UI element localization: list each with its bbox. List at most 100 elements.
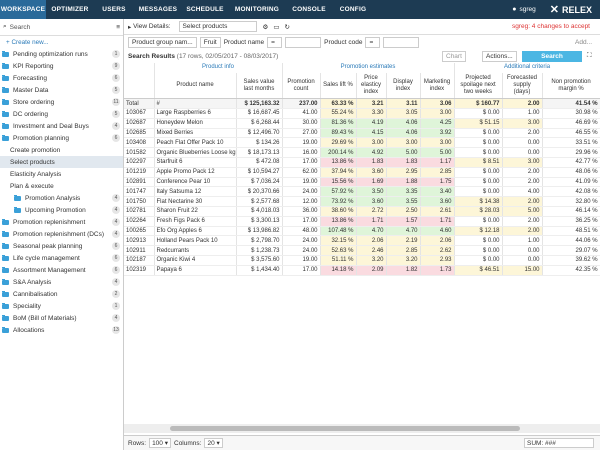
rows-select[interactable]: 100 ▾ xyxy=(149,438,171,448)
column-header[interactable]: Projected spoilage next two weeks xyxy=(454,72,503,100)
sidebar-search[interactable]: ⌕ Search ≡ xyxy=(0,19,123,36)
create-new-link[interactable]: + Create new... xyxy=(6,38,49,46)
sidebar-item[interactable]: Allocations 13 xyxy=(0,324,123,336)
search-button[interactable]: Search xyxy=(522,50,582,62)
user-name[interactable]: sgreg xyxy=(519,6,536,13)
sidebar-item[interactable]: Store ordering 11 xyxy=(0,96,123,108)
table-row[interactable]: 103067 Large Raspberries 6 $ 16,687.45 41.0… xyxy=(124,108,600,119)
sidebar-item[interactable]: BoM (Bill of Materials) 4 xyxy=(0,312,123,324)
column-header[interactable]: Sales value last months xyxy=(236,72,283,100)
add-filter-link[interactable]: Add... xyxy=(575,38,592,46)
actions-button[interactable]: Actions... xyxy=(482,50,517,62)
view-select[interactable]: Select products xyxy=(178,21,257,32)
table-row[interactable]: 101582 Organic Blueberries Loose kg $ 18,1… xyxy=(124,147,600,159)
sidebar-item[interactable]: Upcoming Promotion 4 xyxy=(0,204,123,216)
sidebar-item-label: Assortment Management xyxy=(13,266,86,274)
nav-tab-messages[interactable]: MESSAGES xyxy=(138,6,178,13)
changes-link[interactable]: sgreg: 4 changes to accept xyxy=(511,23,590,30)
table-cell: $ 51.15 xyxy=(454,118,503,129)
sum-select[interactable]: SUM: ### xyxy=(524,438,594,448)
table-row[interactable]: 103408 Peach Flat Offer Pack 10 $ 134.26 19… xyxy=(124,137,600,149)
horizontal-scrollbar[interactable] xyxy=(124,424,600,433)
sidebar-item[interactable]: Pending optimization runs 1 xyxy=(0,48,123,60)
table-row[interactable]: 102297 Starfruit 6 $ 472.08 17.00 13.86 % 1.8… xyxy=(124,157,600,168)
table-row[interactable]: 102687 Honeydew Melon $ 6,268.44 30.00 81.36… xyxy=(124,118,600,129)
table-row[interactable]: 102319 Papaya 6 $ 1,434.40 17.00 14.18 % 2.09… xyxy=(124,265,600,276)
column-header[interactable]: Marketing index xyxy=(420,72,455,100)
scrollbar-thumb[interactable] xyxy=(170,426,520,431)
sidebar-item[interactable]: KPI Reporting 9 xyxy=(0,60,123,72)
column-header[interactable]: Sales lift % xyxy=(320,72,357,100)
filter-product-group-value[interactable]: Fruit xyxy=(199,36,221,48)
table-cell: 37.94 % xyxy=(320,167,357,178)
grid-footer: Rows: 100 ▾ Columns: 20 ▾ SUM: ### xyxy=(124,435,600,450)
table-row[interactable]: 101747 Italy Satsuma 12 $ 20,370.66 24.00 57… xyxy=(124,186,600,198)
nav-tab-optimizer[interactable]: OPTIMIZER xyxy=(51,6,89,13)
count-badge: 5 xyxy=(112,110,120,118)
nav-tab-users[interactable]: USERS xyxy=(102,6,126,13)
filter-op-select[interactable]: = xyxy=(365,36,381,48)
table-cell: 29.96 % xyxy=(542,147,600,159)
column-header[interactable]: Display index xyxy=(386,72,421,100)
table-cell: 1.17 xyxy=(420,157,455,168)
columns-select[interactable]: 20 ▾ xyxy=(204,438,223,448)
sidebar-item[interactable]: Master Data 5 xyxy=(0,84,123,96)
search-input[interactable]: Search xyxy=(9,23,31,31)
table-row[interactable]: 100265 Efo Org Apples 6 $ 13,986.82 48.00 10… xyxy=(124,226,600,237)
filter-icon[interactable]: ≡ xyxy=(116,23,120,31)
nav-tab-console[interactable]: CONSOLE xyxy=(292,6,326,13)
column-header[interactable]: Forecasted supply (days) xyxy=(502,72,543,100)
filter-product-name-input[interactable] xyxy=(285,36,322,48)
sidebar-item[interactable]: DC ordering 5 xyxy=(0,108,123,120)
column-header[interactable]: Non promotion margin % xyxy=(542,72,600,100)
table-row[interactable]: 102781 Sharon Fruit 22 $ 4,018.03 36.00 38.6… xyxy=(124,206,600,217)
sidebar-item[interactable]: Life cycle management 6 xyxy=(0,252,123,264)
sidebar-item[interactable]: Promotion replenishment (DCs) 4 xyxy=(0,228,123,240)
sidebar-item[interactable]: Assortment Management 6 xyxy=(0,264,123,276)
nav-tab-schedule[interactable]: SCHEDULE xyxy=(186,6,224,13)
table-row[interactable]: 102264 Fresh Figs Pack 6 $ 3,300.13 17.00 13… xyxy=(124,216,600,227)
sidebar-item[interactable]: Plan & execute xyxy=(0,180,123,192)
nav-tab-config[interactable]: CONFIG xyxy=(339,6,367,13)
count-badge: 4 xyxy=(112,230,120,238)
filter-op-select[interactable]: = xyxy=(267,36,283,48)
sidebar-item[interactable]: S&A Analysis 4 xyxy=(0,276,123,288)
comment-icon[interactable]: ▭ xyxy=(273,23,280,31)
folder-icon xyxy=(2,218,9,225)
table-row[interactable]: 101750 Flat Nectarine 30 $ 2,577.68 12.00 73… xyxy=(124,196,600,208)
table-row[interactable]: 102891 Conference Pear 10 $ 7,036.24 19.00 1… xyxy=(124,177,600,188)
expand-icon[interactable]: ▸ xyxy=(128,23,132,31)
table-cell: Redcurrants xyxy=(154,245,237,257)
gear-icon[interactable]: ⚙ xyxy=(262,23,269,31)
total-cell: 3.11 xyxy=(386,98,421,110)
sidebar-item[interactable]: Promotion Analysis 4 xyxy=(0,192,123,204)
sidebar-item[interactable]: Seasonal peak planning 6 xyxy=(0,240,123,252)
user-icon[interactable]: ● xyxy=(512,6,517,13)
sidebar-item[interactable]: Promotion planning 6 xyxy=(0,132,123,144)
table-row[interactable]: 102187 Organic Kiwi 4 $ 3,575.60 19.00 51.11… xyxy=(124,255,600,266)
sidebar-item[interactable]: Select products xyxy=(0,156,123,168)
sidebar-item[interactable]: Cannibalisation 2 xyxy=(0,288,123,300)
column-header[interactable]: Price elasticy index xyxy=(356,72,387,100)
sidebar-item[interactable]: Forecasting 6 xyxy=(0,72,123,84)
refresh-icon[interactable]: ↻ xyxy=(284,23,290,31)
sidebar-item[interactable]: Promotion replenishment 4 xyxy=(0,216,123,228)
filter-product-group[interactable]: Product group nam... xyxy=(128,36,197,48)
column-header[interactable]: Promotion count xyxy=(282,72,321,100)
sidebar-item[interactable]: Investment and Deal Buys 4 xyxy=(0,120,123,132)
fullscreen-icon[interactable]: ⛶ xyxy=(587,52,592,59)
nav-tab-workspace[interactable]: WORKSPACE xyxy=(0,0,46,19)
filter-product-code-input[interactable] xyxy=(383,36,420,48)
table-row[interactable]: 102911 Redcurrants $ 1,238.73 24.00 52.63 % 2… xyxy=(124,245,600,257)
column-header[interactable]: Product name xyxy=(154,72,237,100)
table-row[interactable]: 102685 Mixed Berries $ 12,496.70 27.00 89.43… xyxy=(124,128,600,139)
table-row[interactable]: 102913 Holland Pears Pack 10 $ 2,798.70 24.… xyxy=(124,235,600,247)
sidebar-item[interactable]: Create promotion xyxy=(0,144,123,156)
table-row[interactable]: 101219 Apple Promo Pack 12 $ 10,594.27 62.0… xyxy=(124,167,600,178)
column-header-code[interactable] xyxy=(124,72,155,100)
table-cell: $ 10,594.27 xyxy=(236,167,283,178)
nav-tab-monitoring[interactable]: MONITORING xyxy=(234,6,280,13)
chart-button[interactable]: Chart xyxy=(442,50,466,62)
sidebar-item[interactable]: Speciality 1 xyxy=(0,300,123,312)
sidebar-item[interactable]: Elasticity Analysis xyxy=(0,168,123,180)
